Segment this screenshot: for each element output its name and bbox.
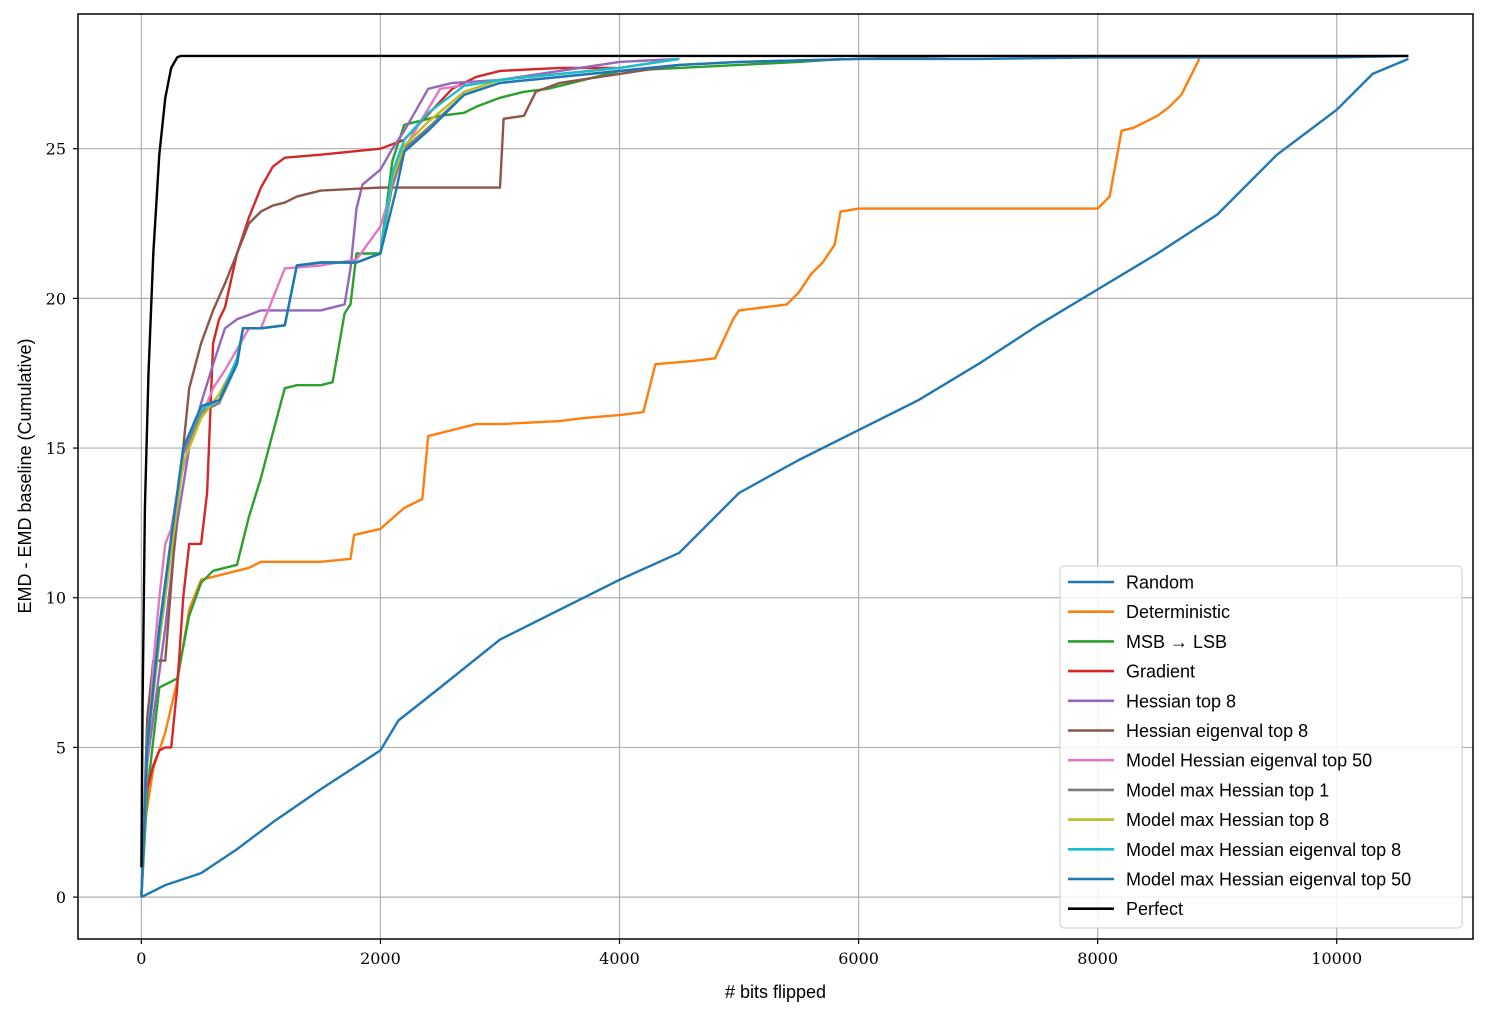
legend-entry-label: Model Hessian eigenval top 50 [1126,751,1372,771]
legend-box [1059,565,1463,929]
legend-entry-label: Model max Hessian eigenval top 8 [1126,840,1401,860]
y-tick-label: 0 [56,888,66,907]
series-line-1 [140,57,1409,899]
legend-entry-label: Hessian top 8 [1126,691,1236,711]
legend-entry-label: Deterministic [1126,602,1230,622]
legend-entry-label: Random [1126,573,1194,593]
x-tick-label: 6000 [838,949,879,968]
series-line-11 [140,54,1409,898]
series-line-12 [140,54,1409,868]
series-line-7 [140,57,680,898]
plot-frame [77,13,1474,940]
x-tick-label: 2000 [360,949,401,968]
y-tick-label: 15 [46,439,66,458]
legend: Random Deterministic MSB → LSB Gradient Hess… [1059,565,1463,929]
y-tick-label: 20 [46,289,66,308]
x-axis-label: # bits flipped [725,982,826,1002]
legend-entry-label: Perfect [1126,899,1183,919]
y-tick-label: 25 [46,140,66,159]
legend-entry-label: Model max Hessian top 8 [1126,810,1329,830]
series-line-2 [140,58,1201,898]
y-axis-label: EMD - EMD baseline (Cumulative) [15,338,35,613]
x-tick-label: 10000 [1311,949,1362,968]
y-tick-label: 10 [46,589,66,608]
x-axis-ticks: 0 2000 4000 6000 8000 10000 [136,939,1362,968]
legend-entry-label: Gradient [1126,662,1195,682]
series-line-3 [140,57,844,898]
legend-entry-label: Model max Hessian top 1 [1126,780,1329,800]
legend-entry-label: Model max Hessian eigenval top 50 [1126,870,1411,890]
x-tick-label: 0 [136,949,146,968]
y-tick-label: 5 [56,738,66,757]
legend-entry-label: Hessian eigenval top 8 [1126,721,1308,741]
y-axis-ticks: 0 5 10 15 20 25 [46,140,78,907]
grid [78,14,1473,939]
legend-entry-label: MSB → LSB [1126,632,1227,652]
x-tick-label: 8000 [1077,949,1118,968]
x-tick-label: 4000 [599,949,640,968]
series-lines [140,54,1409,899]
